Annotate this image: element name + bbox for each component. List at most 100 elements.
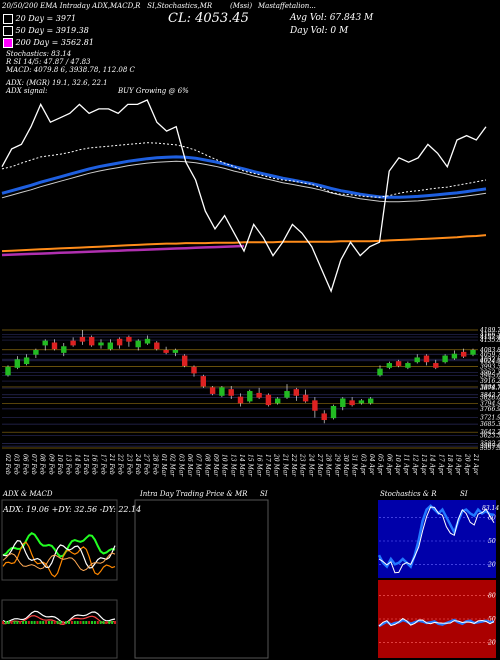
date-tick: 21 Feb <box>108 453 115 475</box>
date-tick: 05 Apr <box>377 454 384 476</box>
macd-histogram-bar <box>24 621 27 624</box>
macd-histogram-bar <box>82 621 85 624</box>
close-label: CL: 4053.45 <box>168 11 249 26</box>
candle-body <box>33 349 39 355</box>
date-tick: 10 Mar <box>221 454 228 477</box>
stoch-top-value: 83.14 <box>482 505 499 512</box>
ema200-line <box>1 234 487 253</box>
price-tick: 3916.28 <box>480 378 500 385</box>
date-tick: 03 Feb <box>13 454 20 475</box>
price-axis: 4189.784166.594152.474135.86 4083.844059.… <box>479 327 500 452</box>
macd-histogram-bar <box>85 621 88 624</box>
price-tick: 3642.28 <box>480 429 500 436</box>
price-tick: 3623.59 <box>480 433 500 440</box>
price-tick: 3721.91 <box>480 414 500 421</box>
price-tick: 3582.24 <box>480 440 500 447</box>
macd-histogram-bar <box>79 621 82 624</box>
date-tick: 22 Mar <box>290 453 297 477</box>
macd-histogram-bar <box>50 621 53 624</box>
price-tick: 3962.34 <box>480 369 500 376</box>
candle-body <box>23 357 30 365</box>
macd-readout: MACD: 4079.8 6, 3938.78, 112.08 C <box>6 66 135 74</box>
date-tick: 03 Apr <box>359 454 366 476</box>
macd-histogram-bar <box>39 621 42 624</box>
date-tick: 17 Apr <box>437 454 444 476</box>
main-chart: 4189.784166.594152.474135.86 4083.844059.… <box>1 99 500 477</box>
macd-signal-line <box>2 615 115 626</box>
candle-body <box>42 340 48 346</box>
date-tick: 13 Feb <box>65 454 72 475</box>
stoch-level-label: 50 <box>488 538 496 545</box>
legend-intraday: Intraday <box>59 2 90 10</box>
candle-body <box>200 376 207 387</box>
date-tick: 06 Apr <box>385 454 392 476</box>
candle-body <box>144 338 151 344</box>
rsi-panel-bg <box>378 580 496 658</box>
candle-body <box>107 342 113 350</box>
header-company: Mastaffetalion... <box>258 2 316 10</box>
macd-histogram-bar <box>114 621 116 624</box>
macd-histogram-bar <box>4 621 7 624</box>
candle-body <box>442 355 448 363</box>
price-tick: 3567.66 <box>480 443 500 450</box>
macd-histogram-bar <box>62 621 65 624</box>
date-tick: 23 Feb <box>125 453 132 475</box>
ema200-value: 200 Day = 3562.81 <box>15 38 94 47</box>
adx-lines <box>2 532 116 578</box>
candle-body <box>182 355 188 366</box>
ema200-legend: 200 Day = 3562.81 <box>3 38 94 48</box>
candle-body <box>321 413 327 421</box>
candle-body <box>414 357 420 363</box>
price-tick: 3557.51 <box>480 445 500 452</box>
date-axis: 02 Feb 03 Feb 06 Feb 07 Feb 08 Feb 09 Feb 10 F… <box>4 453 479 477</box>
ema50-value: 50 Day = 3919.38 <box>15 26 89 35</box>
price-tick: 4024.91 <box>479 358 500 365</box>
price-grid <box>2 329 478 449</box>
adx-orange-line <box>2 541 116 578</box>
macd-histogram-bar <box>10 621 13 624</box>
ema50-line <box>1 155 487 199</box>
candle-body <box>312 400 318 411</box>
ema50-band-line <box>1 160 487 203</box>
date-tick: 30 Mar <box>342 454 349 477</box>
adx-green-line <box>2 532 116 558</box>
macd-histogram-bar <box>53 621 56 624</box>
macd-histogram-bar <box>73 621 76 624</box>
candle-body <box>209 387 216 394</box>
candle-body <box>358 400 365 404</box>
candle-body <box>293 389 300 396</box>
candle-body <box>228 389 234 396</box>
rsi-level-label: 50 <box>488 616 496 623</box>
date-tick: 08 Feb <box>39 454 46 475</box>
candle-body <box>330 405 337 419</box>
date-tick: 10 Apr <box>394 454 401 476</box>
date-tick: 21 Mar <box>281 453 288 477</box>
date-tick: 14 Feb <box>73 454 80 475</box>
intraday-panel-title: Intra Day Trading Price & MR <box>140 490 248 498</box>
date-tick: 07 Feb <box>30 454 37 475</box>
date-tick: 20 Mar <box>273 453 280 477</box>
candle-body <box>423 355 430 363</box>
legend-ema: 20/50/200 EMA <box>2 2 58 10</box>
adx-white-line <box>2 539 116 569</box>
adx-panel-values: ADX: 19.06 +DY: 32.56 -DY: 22.14 <box>3 505 142 514</box>
stoch-level-label: 20 <box>487 561 496 568</box>
price-tick: 3993.55 <box>480 364 500 371</box>
date-tick: 01 Mar <box>160 454 167 477</box>
price-tick: 3878.71 <box>480 385 500 392</box>
price-tick: 3828.04 <box>480 395 500 402</box>
price-tick: 4152.47 <box>479 334 500 341</box>
macd-histogram-bar <box>68 621 71 624</box>
macd-panel-frame <box>1 599 118 659</box>
date-tick: 23 Mar <box>299 453 306 477</box>
macd-histogram-bar <box>19 621 22 624</box>
ema-long-line <box>1 244 245 257</box>
macd-histogram-bar <box>22 621 25 624</box>
candle-body <box>451 353 458 359</box>
candle-body <box>368 398 374 404</box>
date-tick: 17 Mar <box>264 454 271 477</box>
date-tick: 19 Apr <box>455 454 462 476</box>
date-tick: 27 Mar <box>316 453 323 477</box>
date-tick: 24 Feb <box>134 453 141 475</box>
candle-body <box>126 336 132 342</box>
